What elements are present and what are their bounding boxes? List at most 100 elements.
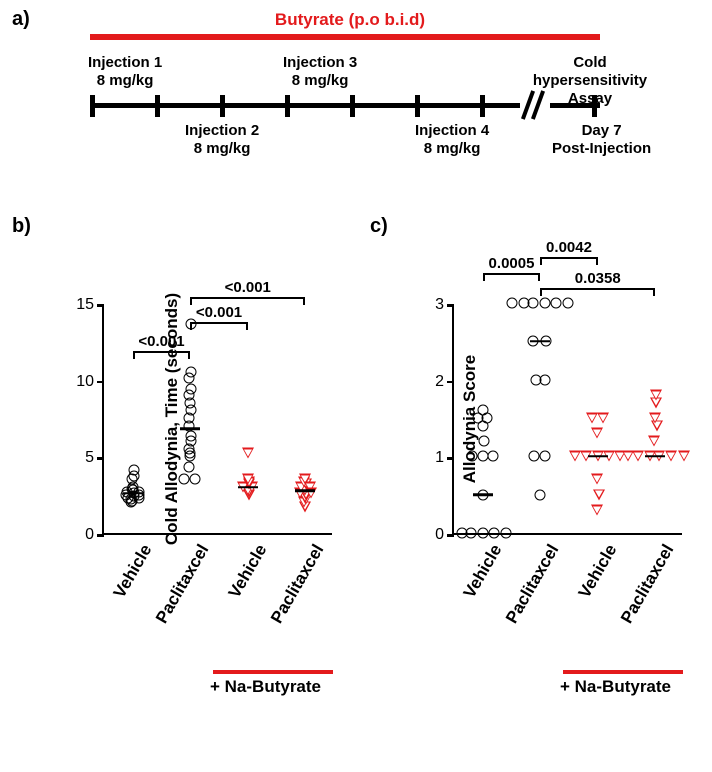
- median-line: [473, 493, 493, 496]
- data-marker: [563, 298, 574, 309]
- sig-label: 0.0005: [489, 255, 535, 272]
- timeline-label: Day 7Post-Injection: [552, 122, 651, 158]
- median-line: [180, 427, 200, 430]
- x-tick-label: Vehicle: [459, 541, 506, 602]
- data-marker: [678, 451, 690, 462]
- timeline-tick: [285, 95, 290, 117]
- x-tick-label: Vehicle: [109, 541, 156, 602]
- nabutyrate-bar-c: [563, 670, 683, 674]
- y-tick: [97, 304, 104, 307]
- y-tick: [447, 381, 454, 384]
- data-marker: [489, 528, 500, 539]
- median-line: [238, 486, 258, 489]
- butyrate-bar: [90, 34, 600, 40]
- y-tick: [97, 534, 104, 537]
- data-marker: [632, 451, 644, 462]
- timeline-label: Injection 18 mg/kg: [88, 54, 162, 90]
- x-tick-label: Paclitaxcel: [617, 541, 678, 627]
- sig-label: <0.001: [196, 304, 242, 321]
- data-marker: [478, 436, 489, 447]
- data-marker: [128, 465, 139, 476]
- data-marker: [551, 298, 562, 309]
- chart-b: Cold Allodynia, Time (seconds) 0 5 10 15 Veh…: [20, 225, 370, 730]
- y-tick-label: 0: [85, 526, 94, 544]
- nabutyrate-bar-b: [213, 670, 333, 674]
- median-line: [645, 455, 665, 458]
- y-tick-label: 15: [76, 296, 94, 314]
- timeline-tick: [220, 95, 225, 117]
- y-tick: [97, 457, 104, 460]
- panel-a-label: a): [12, 8, 30, 31]
- panel-a-timeline: Butyrate (p.o b.i.d) Injection 18 mg/kg I…: [40, 10, 660, 190]
- timeline-tick: [415, 95, 420, 117]
- data-marker: [242, 474, 254, 485]
- x-tick-label: Vehicle: [224, 541, 271, 602]
- data-marker: [586, 413, 598, 424]
- sig-label: 0.0042: [546, 239, 592, 256]
- plot-area-b: Cold Allodynia, Time (seconds) 051015Veh…: [102, 305, 332, 535]
- data-marker: [477, 528, 488, 539]
- data-marker: [597, 413, 609, 424]
- data-marker: [540, 374, 551, 385]
- plot-area-c: Allodynia Score 0123VehiclePaclitaxcelVe…: [452, 305, 682, 535]
- data-marker: [528, 298, 539, 309]
- data-marker: [186, 431, 197, 442]
- sig-bracket: [483, 273, 541, 281]
- data-marker: [650, 390, 662, 401]
- median-line: [295, 490, 315, 493]
- timeline-tick: [350, 95, 355, 117]
- timeline-tick: [155, 95, 160, 117]
- y-tick: [447, 457, 454, 460]
- data-marker: [184, 462, 195, 473]
- data-marker: [591, 428, 603, 439]
- data-marker: [478, 405, 489, 416]
- butyrate-label: Butyrate (p.o b.i.d): [275, 10, 425, 30]
- timeline-label: Cold hypersensitivityAssay: [520, 54, 660, 108]
- data-marker: [648, 436, 660, 447]
- x-tick-label: Paclitaxcel: [502, 541, 563, 627]
- y-tick-label: 5: [85, 449, 94, 467]
- y-tick-label: 1: [435, 449, 444, 467]
- x-tick-label: Paclitaxcel: [152, 541, 213, 627]
- sig-label: <0.001: [225, 279, 271, 296]
- data-marker: [649, 413, 661, 424]
- data-marker: [534, 489, 545, 500]
- median-line: [530, 340, 550, 343]
- data-marker: [593, 489, 605, 500]
- y-tick: [97, 381, 104, 384]
- sig-bracket: [190, 322, 248, 330]
- data-marker: [186, 383, 197, 394]
- x-tick-label: Vehicle: [574, 541, 621, 602]
- y-tick: [447, 304, 454, 307]
- y-tick-label: 10: [76, 373, 94, 391]
- y-axis-label-b: Cold Allodynia, Time (seconds): [162, 293, 182, 545]
- timeline-label: Injection 38 mg/kg: [283, 54, 357, 90]
- data-marker: [540, 298, 551, 309]
- timeline-tick: [480, 95, 485, 117]
- median-line: [123, 492, 143, 495]
- sig-label: <0.001: [138, 333, 184, 350]
- x-tick-label: Paclitaxcel: [267, 541, 328, 627]
- data-marker: [591, 474, 603, 485]
- data-marker: [540, 451, 551, 462]
- data-marker: [488, 451, 499, 462]
- nabutyrate-text-b: + Na-Butyrate: [210, 677, 321, 697]
- y-tick-label: 3: [435, 296, 444, 314]
- data-marker: [190, 474, 201, 485]
- data-marker: [466, 451, 477, 462]
- chart-c: Allodynia Score 0123VehiclePaclitaxcelVe…: [380, 225, 710, 730]
- y-tick-label: 0: [435, 526, 444, 544]
- data-marker: [665, 451, 677, 462]
- sig-bracket: [133, 351, 191, 359]
- sig-label: 0.0358: [575, 270, 621, 287]
- data-marker: [179, 474, 190, 485]
- data-marker: [186, 367, 197, 378]
- timeline-label: Injection 48 mg/kg: [415, 122, 489, 158]
- data-marker: [591, 505, 603, 516]
- data-marker: [500, 528, 511, 539]
- sig-bracket: [540, 257, 598, 265]
- timeline-tick: [90, 95, 95, 117]
- nabutyrate-text-c: + Na-Butyrate: [560, 677, 671, 697]
- data-marker: [466, 528, 477, 539]
- sig-bracket: [540, 288, 655, 296]
